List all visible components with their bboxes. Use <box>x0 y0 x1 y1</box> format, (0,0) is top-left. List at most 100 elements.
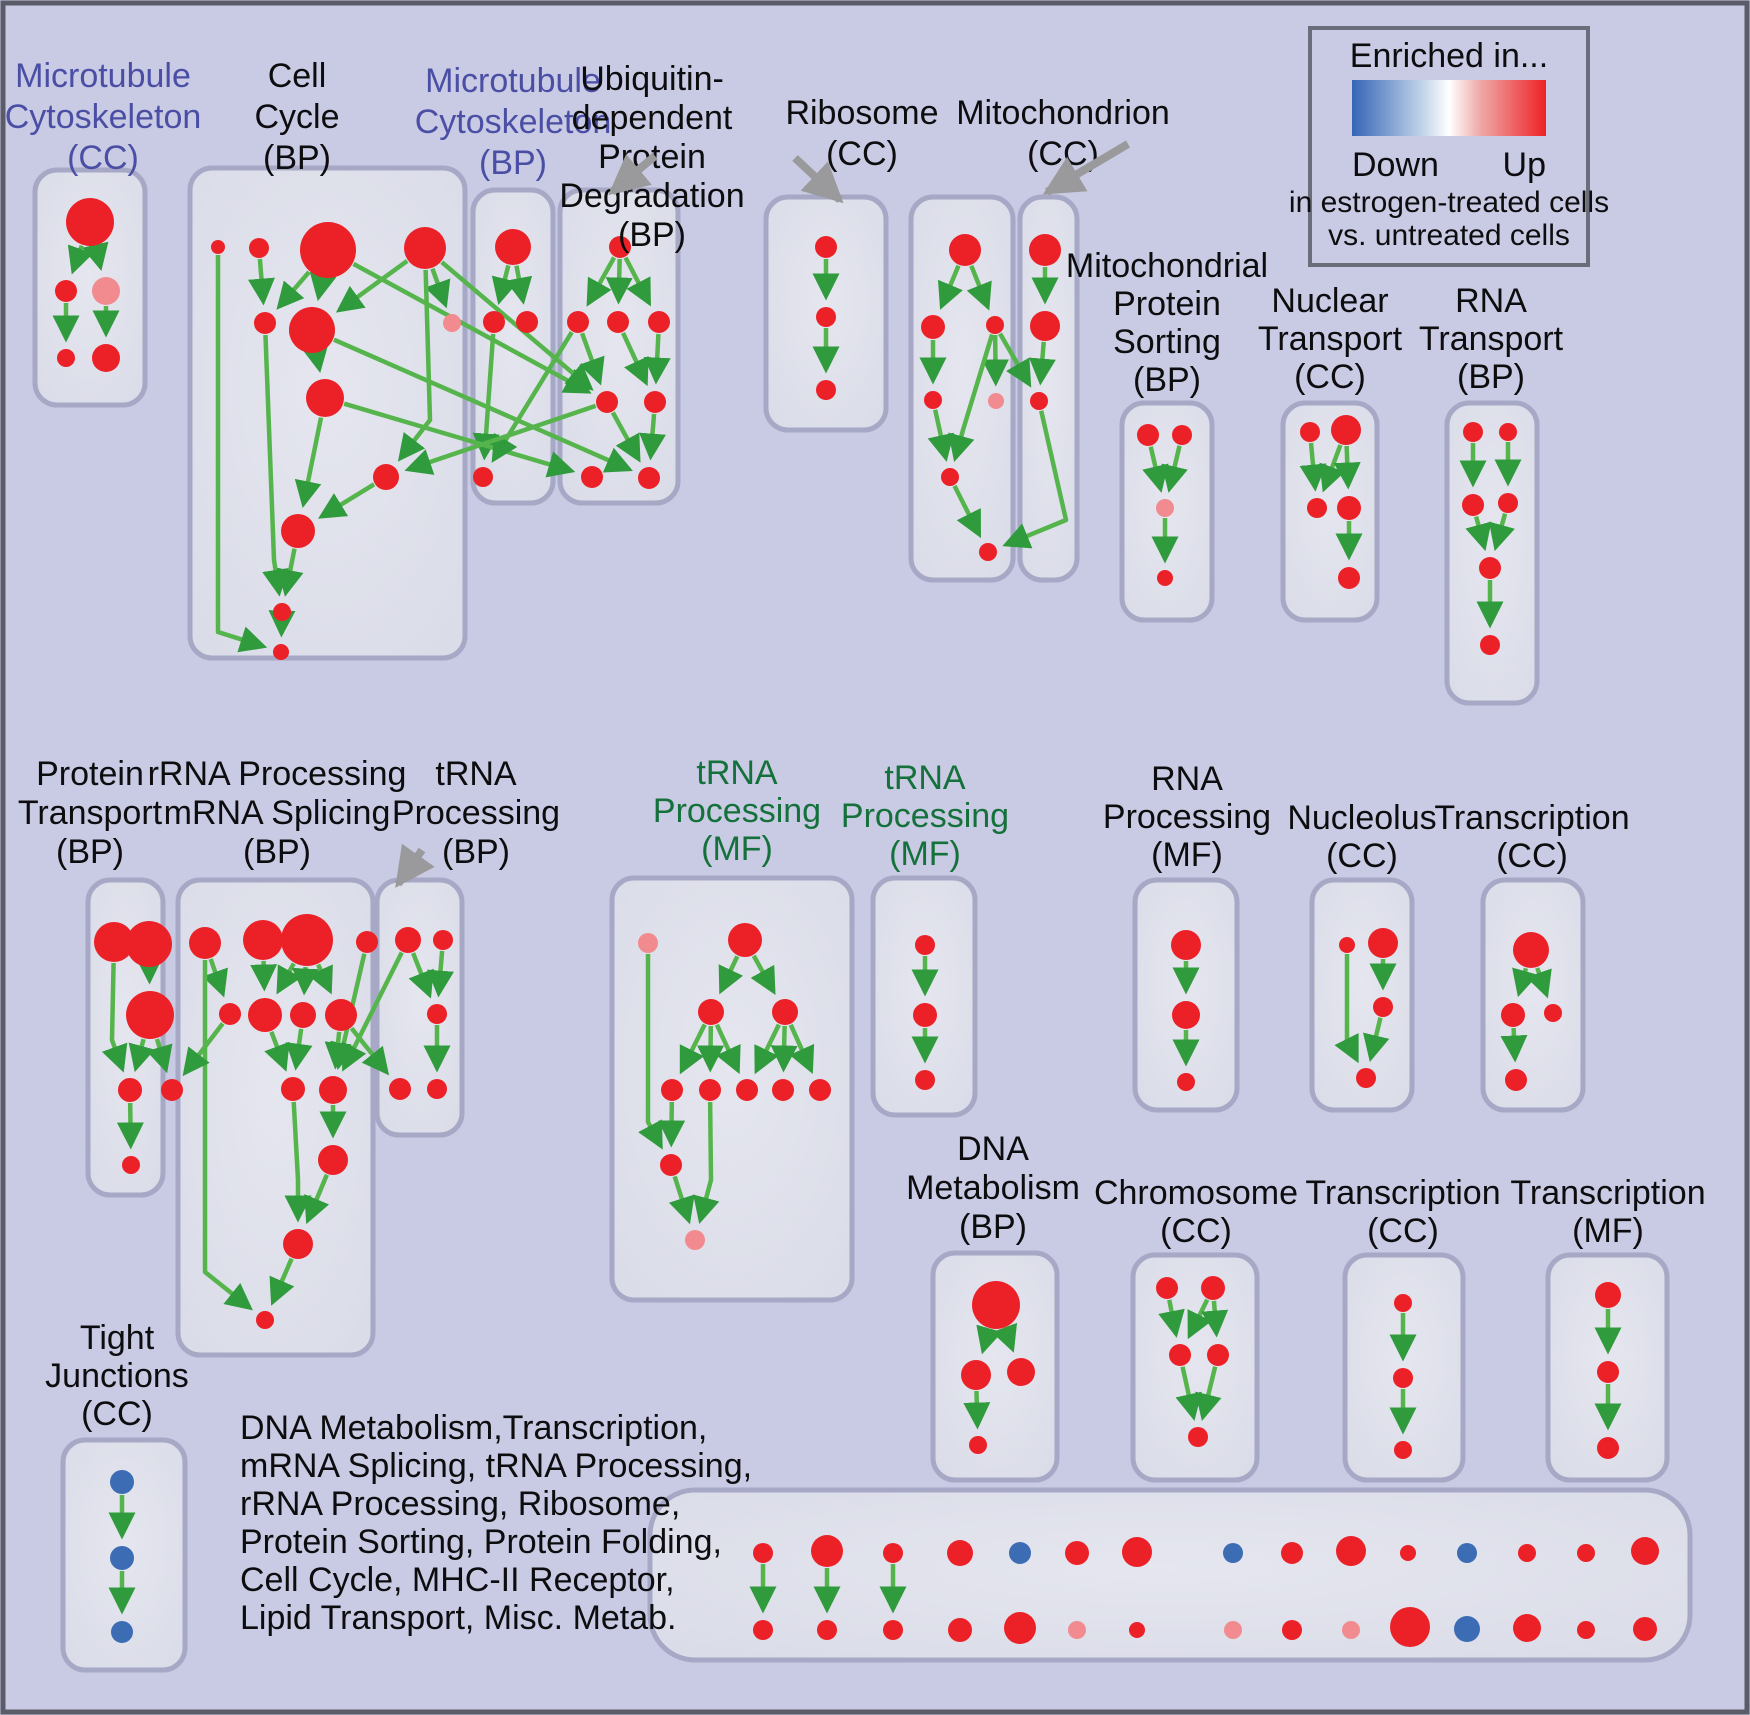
go-edge-arrow <box>1299 442 1327 492</box>
go-term-node <box>249 238 269 258</box>
cluster-label-tight-junctions: Junctions <box>45 1357 189 1395</box>
go-edge-arrow <box>1195 1366 1222 1421</box>
go-term-node <box>728 923 762 957</box>
go-term-node <box>473 467 493 487</box>
label-callout-arrow <box>608 152 658 196</box>
go-term-node <box>979 543 997 561</box>
label-callout-arrow <box>792 155 844 204</box>
cluster-label-trna-mf-1: tRNA <box>696 754 778 792</box>
go-edge-arrow <box>948 333 995 463</box>
cluster-label-rna-processing-mf: (MF) <box>1151 836 1223 874</box>
go-term-node <box>211 240 225 254</box>
go-term-node <box>427 1004 447 1024</box>
cluster-label-chromosome: Chromosome <box>1094 1174 1298 1212</box>
go-term-node <box>1068 1621 1086 1639</box>
go-term-node <box>1633 1617 1657 1641</box>
go-term-node <box>189 927 221 959</box>
go-edge-arrow <box>264 1031 290 1072</box>
go-term-node <box>1368 928 1398 958</box>
cluster-label-trna-mf-2: (MF) <box>889 835 961 873</box>
go-term-node <box>817 1620 837 1640</box>
category-list-line: Cell Cycle, MHC-II Receptor, <box>240 1561 675 1599</box>
go-term-node <box>325 999 357 1031</box>
go-term-node <box>941 468 959 486</box>
category-list-line: Lipid Transport, Misc. Metab. <box>240 1599 677 1637</box>
go-term-node <box>319 1076 347 1104</box>
go-term-node <box>1577 1621 1595 1639</box>
go-edge-arrow <box>342 951 404 1072</box>
go-edge-arrow <box>976 1324 1003 1355</box>
go-term-node <box>483 311 505 333</box>
go-term-node <box>1513 932 1549 968</box>
go-edge-arrow <box>937 264 963 310</box>
go-term-node <box>698 999 724 1025</box>
cluster-label-transcription-cc-2: (CC) <box>1367 1212 1439 1250</box>
go-edge-arrow <box>276 548 304 597</box>
go-term-node <box>1505 1069 1527 1091</box>
go-term-node <box>273 603 291 621</box>
go-term-node <box>356 931 378 953</box>
go-term-node <box>1498 493 1518 513</box>
go-term-node <box>1342 1621 1360 1639</box>
go-edge-arrow <box>623 256 651 307</box>
go-edge-arrow <box>269 1257 295 1306</box>
category-list-line: Protein Sorting, Protein Folding, <box>240 1523 722 1561</box>
go-term-node <box>1007 1358 1035 1386</box>
go-term-node <box>1390 1607 1430 1647</box>
go-term-node <box>395 927 421 953</box>
go-term-node <box>947 1540 973 1566</box>
cluster-label-dna-metabolism: DNA <box>957 1130 1029 1168</box>
go-edge-arrow <box>770 1025 798 1073</box>
cluster-label-rrna: (BP) <box>243 833 311 871</box>
go-edge-arrow <box>1002 410 1069 549</box>
go-edge-arrow <box>294 417 324 508</box>
go-edge-arrow <box>714 1023 741 1075</box>
go-term-node <box>126 921 172 967</box>
cluster-label-dna-metabolism: Metabolism <box>906 1169 1080 1207</box>
cluster-boxes-layer <box>32 165 1693 1673</box>
cluster-label-tight-junctions: (CC) <box>81 1395 153 1433</box>
go-term-node <box>273 644 289 660</box>
go-term-node <box>256 1311 274 1329</box>
go-term-node <box>92 344 120 372</box>
go-term-node <box>1393 1368 1413 1388</box>
cluster-label-rna-processing-mf: RNA <box>1151 760 1223 798</box>
go-term-node <box>753 1543 773 1563</box>
go-term-node <box>1029 234 1061 266</box>
go-term-node <box>1337 496 1361 520</box>
go-edge-arrow <box>146 1038 173 1074</box>
go-term-node <box>373 464 399 490</box>
cluster-label-protein-transport: Protein <box>36 755 144 793</box>
nodes-layer <box>55 198 1659 1647</box>
go-term-node <box>1595 1282 1621 1308</box>
go-edge-arrow <box>308 963 333 995</box>
go-term-node <box>1207 1344 1229 1366</box>
cluster-label-microtubule-bp: Microtubule <box>425 62 601 100</box>
cluster-label-ribosome: (CC) <box>826 135 898 173</box>
cluster-label-mitochondrion: Mitochondrion <box>956 94 1170 132</box>
go-term-node <box>648 311 670 333</box>
go-term-node <box>607 311 629 333</box>
cluster-label-rna-transport: (BP) <box>1457 358 1525 396</box>
go-edge-arrow <box>658 1101 686 1148</box>
go-edge-arrow <box>750 954 776 995</box>
go-edge-arrow <box>101 962 128 1073</box>
go-term-node <box>1223 1543 1243 1563</box>
go-edge-arrow <box>1334 954 1359 1064</box>
label-callout-arrow <box>1042 140 1131 196</box>
go-term-node <box>1339 937 1355 953</box>
go-term-node <box>1224 1621 1242 1639</box>
go-edge-arrow <box>963 1390 991 1430</box>
go-term-node <box>969 1436 987 1454</box>
go-edge-arrow <box>981 334 1009 387</box>
go-edge-arrow <box>349 1026 390 1076</box>
go-term-node <box>1157 570 1173 586</box>
cluster-box-rna-processing-mf <box>1132 877 1240 1113</box>
cluster-label-trna-bp: Processing <box>392 794 560 832</box>
go-term-node <box>1373 997 1393 1017</box>
go-edge-arrow <box>991 1322 1018 1353</box>
cluster-label-ubiquitin: Ubiquitin- <box>580 60 724 98</box>
cluster-label-mito-sorting: Mitochondrial <box>1066 247 1268 285</box>
cluster-box-trna-mf-2 <box>870 875 978 1118</box>
